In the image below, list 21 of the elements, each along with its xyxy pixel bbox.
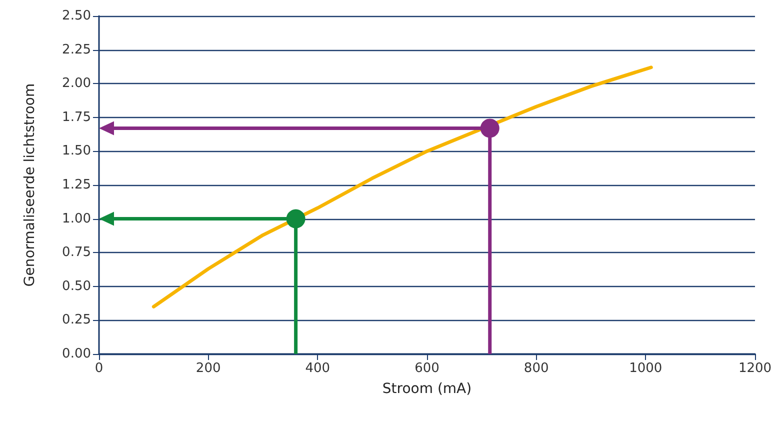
y-tick-label: 2.25	[62, 42, 91, 58]
x-tick-label: 600	[414, 361, 440, 376]
y-tick-label: 1.75	[62, 110, 91, 125]
y-tick-label: 0.00	[62, 346, 91, 362]
y-axis-title: Genormaliseerde lichtstroom	[22, 83, 38, 287]
x-tick-label: 400	[305, 361, 330, 376]
x-tick-label: 200	[196, 361, 221, 376]
x-tick-label: 0	[94, 361, 104, 376]
y-tick-label: 2.00	[62, 76, 91, 92]
y-tick-label: 1.00	[62, 211, 91, 226]
x-tick-label: 800	[524, 361, 549, 376]
y-tick-label: 1.50	[62, 144, 91, 159]
x-tick-label: 1000	[629, 361, 662, 376]
x-axis-title: Stroom (mA)	[382, 381, 472, 397]
y-tick-label: 1.25	[62, 178, 91, 192]
y-tick-label: 0.75	[62, 245, 91, 260]
x-tick-label: 1200	[738, 361, 772, 376]
y-tick-label: 0.25	[62, 312, 91, 328]
line-series	[152, 66, 653, 308]
y-tick-label: 2.50	[62, 8, 91, 24]
y-tick-label: 0.50	[62, 278, 91, 294]
